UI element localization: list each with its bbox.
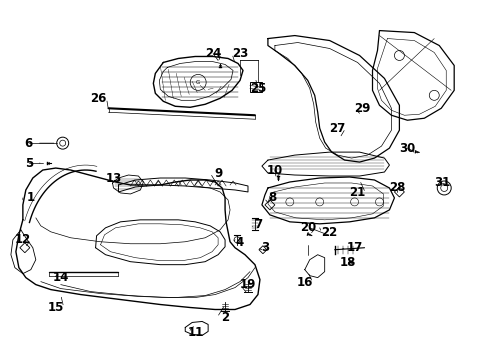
Text: 7: 7: [253, 218, 262, 231]
Text: 28: 28: [388, 181, 405, 194]
Text: 23: 23: [231, 47, 247, 60]
Text: 13: 13: [105, 171, 122, 185]
Text: 9: 9: [214, 167, 222, 180]
Text: 15: 15: [47, 301, 64, 314]
Text: 3: 3: [260, 241, 268, 254]
Text: 1: 1: [27, 192, 35, 204]
Text: 12: 12: [15, 233, 31, 246]
Text: 2: 2: [221, 311, 229, 324]
Text: 17: 17: [346, 241, 362, 254]
Text: 29: 29: [354, 102, 370, 115]
Text: 18: 18: [339, 256, 355, 269]
Text: 11: 11: [188, 326, 204, 339]
Text: 30: 30: [398, 141, 415, 155]
Text: 8: 8: [267, 192, 275, 204]
Text: 19: 19: [239, 278, 256, 291]
Bar: [249, 82, 262, 92]
Text: 20: 20: [299, 221, 315, 234]
Text: 27: 27: [329, 122, 345, 135]
Text: 4: 4: [235, 236, 244, 249]
Text: 16: 16: [296, 276, 312, 289]
Text: 26: 26: [90, 92, 106, 105]
Text: 14: 14: [52, 271, 69, 284]
Text: 6: 6: [25, 137, 33, 150]
Text: 5: 5: [25, 157, 33, 170]
Text: 24: 24: [204, 47, 221, 60]
Text: 10: 10: [266, 163, 283, 176]
Text: G: G: [196, 80, 200, 85]
Text: 21: 21: [349, 186, 365, 199]
Text: 22: 22: [321, 226, 337, 239]
Text: 25: 25: [249, 82, 265, 95]
Text: 31: 31: [433, 176, 449, 189]
